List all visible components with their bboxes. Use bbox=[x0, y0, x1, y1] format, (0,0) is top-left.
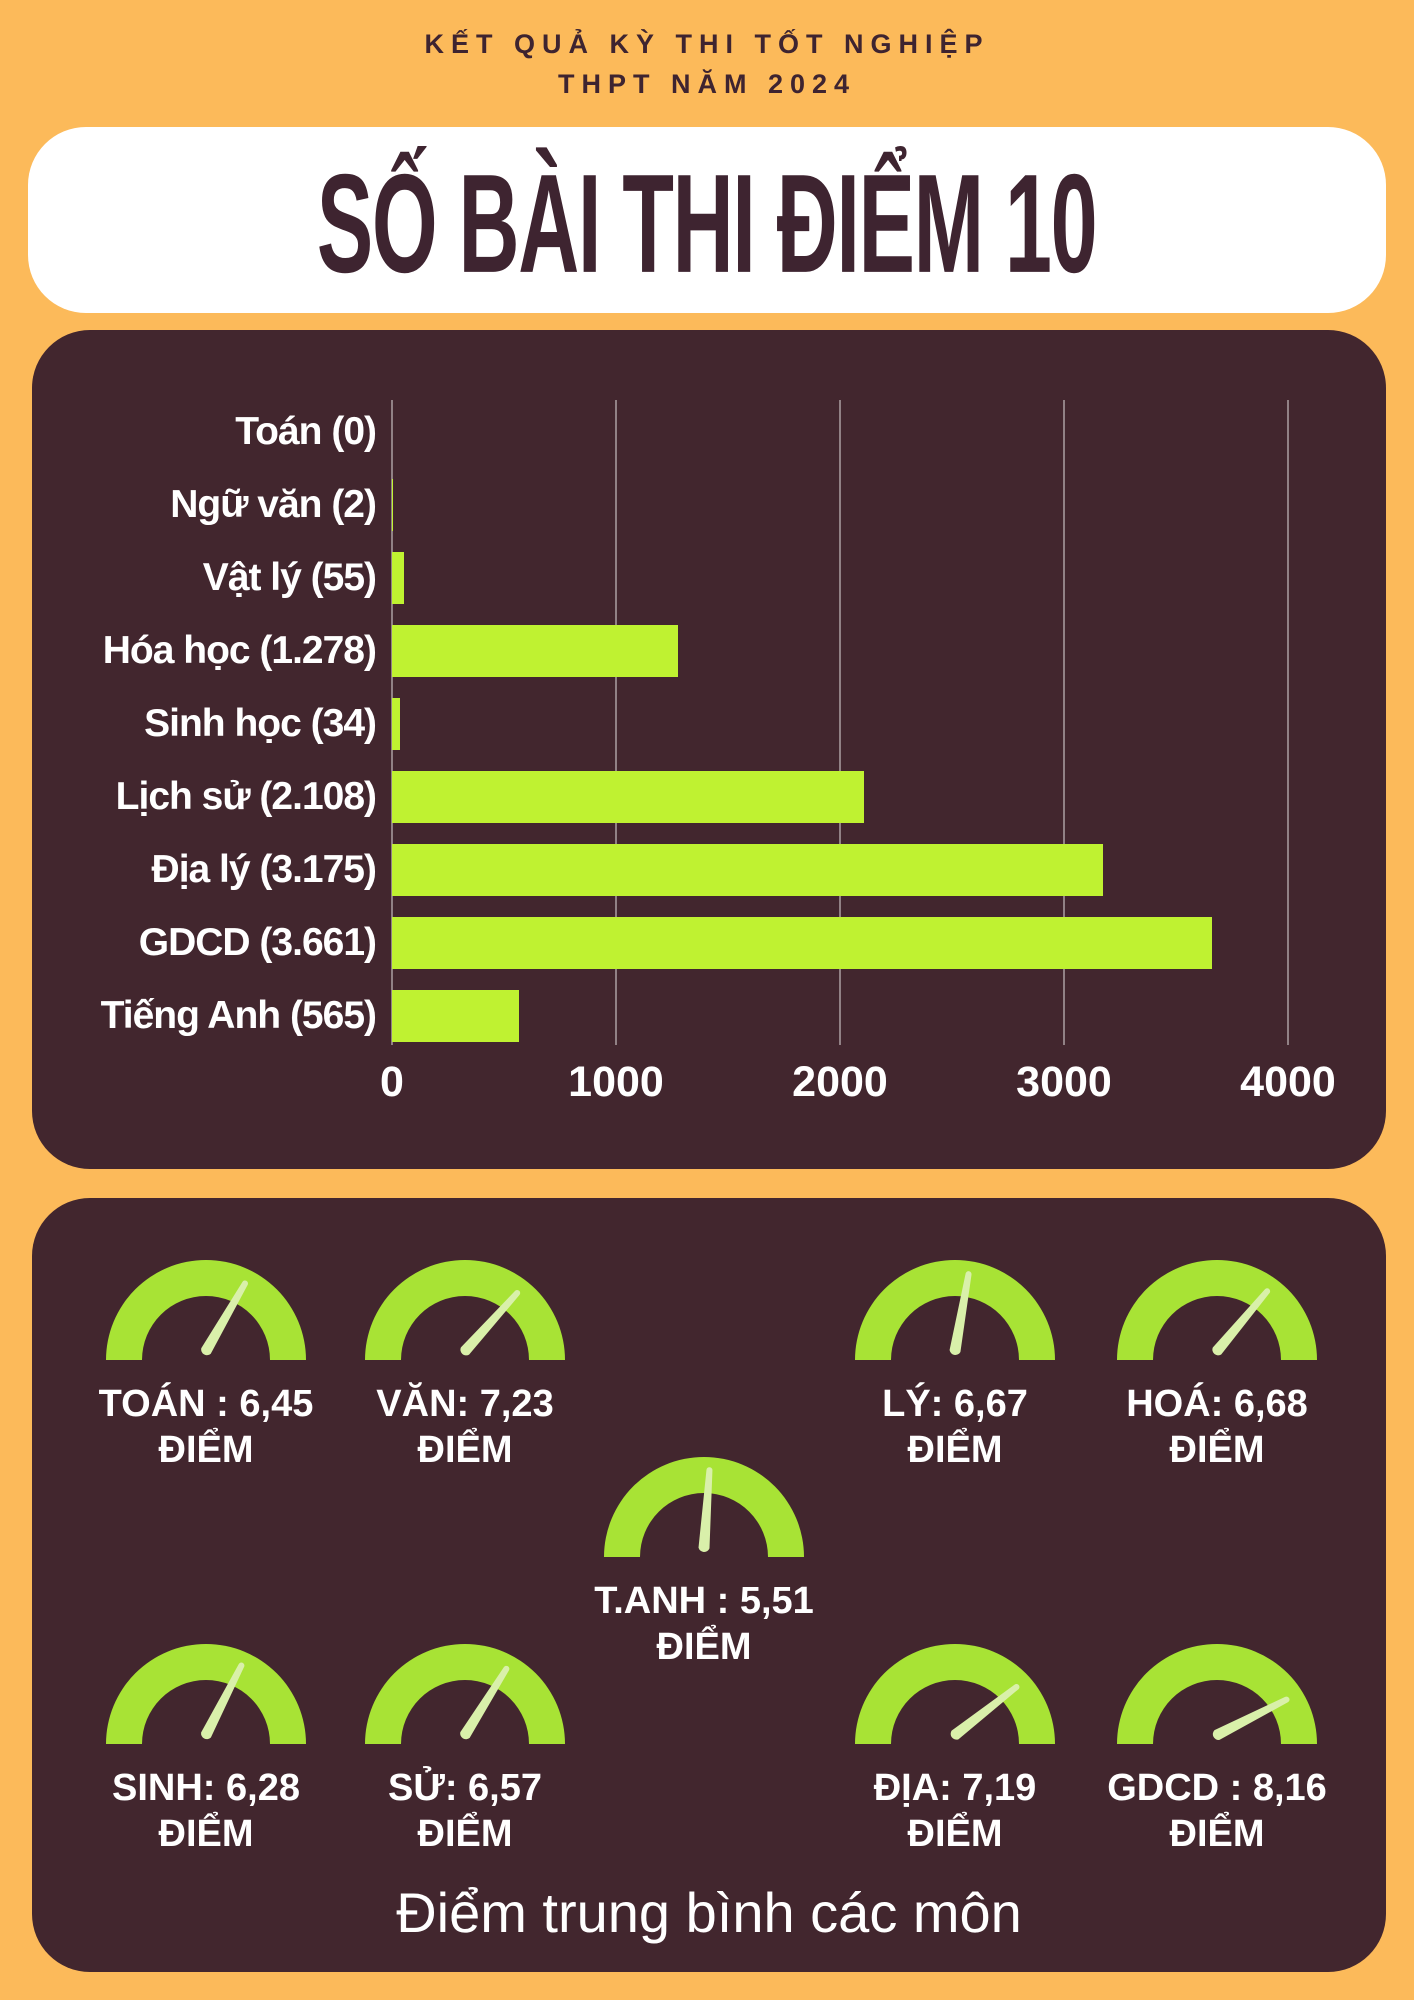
header: KẾT QUẢ KỲ THI TỐT NGHIỆP THPT NĂM 2024 bbox=[0, 24, 1414, 104]
gauges-caption: Điểm trung bình các môn bbox=[32, 1880, 1386, 1945]
gauge-unit-label: ĐIỂM bbox=[56, 1811, 356, 1857]
infographic-background: KẾT QUẢ KỲ THI TỐT NGHIỆP THPT NĂM 2024 … bbox=[0, 0, 1414, 2000]
gauge: LÝ: 6,67ĐIỂM bbox=[805, 1259, 1105, 1473]
gauge-icon bbox=[104, 1259, 308, 1361]
gauge-icon bbox=[363, 1643, 567, 1745]
gauge-score-label: SINH: 6,28 bbox=[56, 1765, 356, 1811]
gauge-icon bbox=[853, 1643, 1057, 1745]
gridline bbox=[1287, 400, 1289, 1045]
bar-row-label: Tiếng Anh (565) bbox=[32, 990, 376, 1042]
header-line-1: KẾT QUẢ KỲ THI TỐT NGHIỆP bbox=[0, 24, 1414, 64]
gauge: GDCD : 8,16ĐIỂM bbox=[1067, 1643, 1367, 1857]
bar-row-label: GDCD (3.661) bbox=[32, 917, 376, 969]
x-axis-tick: 3000 bbox=[984, 1058, 1144, 1107]
bar bbox=[392, 552, 404, 604]
gauge-score-label: ĐỊA: 7,19 bbox=[805, 1765, 1105, 1811]
gauge: TOÁN : 6,45ĐIỂM bbox=[56, 1259, 356, 1473]
chart-panel: 0 1000 2000 3000 4000 Toán (0) Ngữ văn (2) Vật … bbox=[32, 330, 1386, 1169]
bar-row-label: Sinh học (34) bbox=[32, 698, 376, 750]
gauge-score-label: T.ANH : 5,51 bbox=[554, 1578, 854, 1624]
gauge-unit-label: ĐIỂM bbox=[56, 1427, 356, 1473]
x-axis-tick: 1000 bbox=[536, 1058, 696, 1107]
gauge-icon bbox=[104, 1643, 308, 1745]
gauge-icon bbox=[1115, 1643, 1319, 1745]
gauge-score-label: HOÁ: 6,68 bbox=[1067, 1381, 1367, 1427]
gauge-unit-label: ĐIỂM bbox=[1067, 1811, 1367, 1857]
bar bbox=[392, 771, 864, 823]
bar-row-label: Lịch sử (2.108) bbox=[32, 771, 376, 823]
bar-row-label: Địa lý (3.175) bbox=[32, 844, 376, 896]
gauge-score-label: TOÁN : 6,45 bbox=[56, 1381, 356, 1427]
bar-row-label: Ngữ văn (2) bbox=[32, 479, 376, 531]
gauge-icon bbox=[363, 1259, 567, 1361]
gauge-score-label: SỬ: 6,57 bbox=[315, 1765, 615, 1811]
gauge-score-label: VĂN: 7,23 bbox=[315, 1381, 615, 1427]
gauge-icon bbox=[853, 1259, 1057, 1361]
gauge-score-label: LÝ: 6,67 bbox=[805, 1381, 1105, 1427]
gauge: VĂN: 7,23ĐIỂM bbox=[315, 1259, 615, 1473]
bar-row-label: Toán (0) bbox=[32, 406, 376, 458]
x-axis-tick: 0 bbox=[312, 1058, 472, 1107]
bar bbox=[392, 990, 519, 1042]
bar bbox=[392, 917, 1212, 969]
gauge-icon bbox=[602, 1456, 806, 1558]
gauge-unit-label: ĐIỂM bbox=[315, 1811, 615, 1857]
gauges-panel: Điểm trung bình các môn TOÁN : 6,45ĐIỂMV… bbox=[32, 1198, 1386, 1972]
gauge: ĐỊA: 7,19ĐIỂM bbox=[805, 1643, 1105, 1857]
bar-row-label: Vật lý (55) bbox=[32, 552, 376, 604]
x-axis-tick: 4000 bbox=[1208, 1058, 1368, 1107]
gauge: SINH: 6,28ĐIỂM bbox=[56, 1643, 356, 1857]
bar bbox=[392, 844, 1103, 896]
gauge-icon bbox=[1115, 1259, 1319, 1361]
x-axis-tick: 2000 bbox=[760, 1058, 920, 1107]
gauge-unit-label: ĐIỂM bbox=[1067, 1427, 1367, 1473]
gauge-unit-label: ĐIỂM bbox=[805, 1811, 1105, 1857]
gauge-score-label: GDCD : 8,16 bbox=[1067, 1765, 1367, 1811]
gauge: HOÁ: 6,68ĐIỂM bbox=[1067, 1259, 1367, 1473]
header-line-2: THPT NĂM 2024 bbox=[0, 64, 1414, 104]
gauge: T.ANH : 5,51ĐIỂM bbox=[554, 1456, 854, 1670]
gauge: SỬ: 6,57ĐIỂM bbox=[315, 1643, 615, 1857]
bar bbox=[392, 698, 400, 750]
page-title: SỐ BÀI THI ĐIỂM 10 bbox=[317, 136, 1096, 304]
bar-row-label: Hóa học (1.278) bbox=[32, 625, 376, 677]
title-card: SỐ BÀI THI ĐIỂM 10 bbox=[28, 127, 1386, 313]
bar bbox=[392, 625, 678, 677]
